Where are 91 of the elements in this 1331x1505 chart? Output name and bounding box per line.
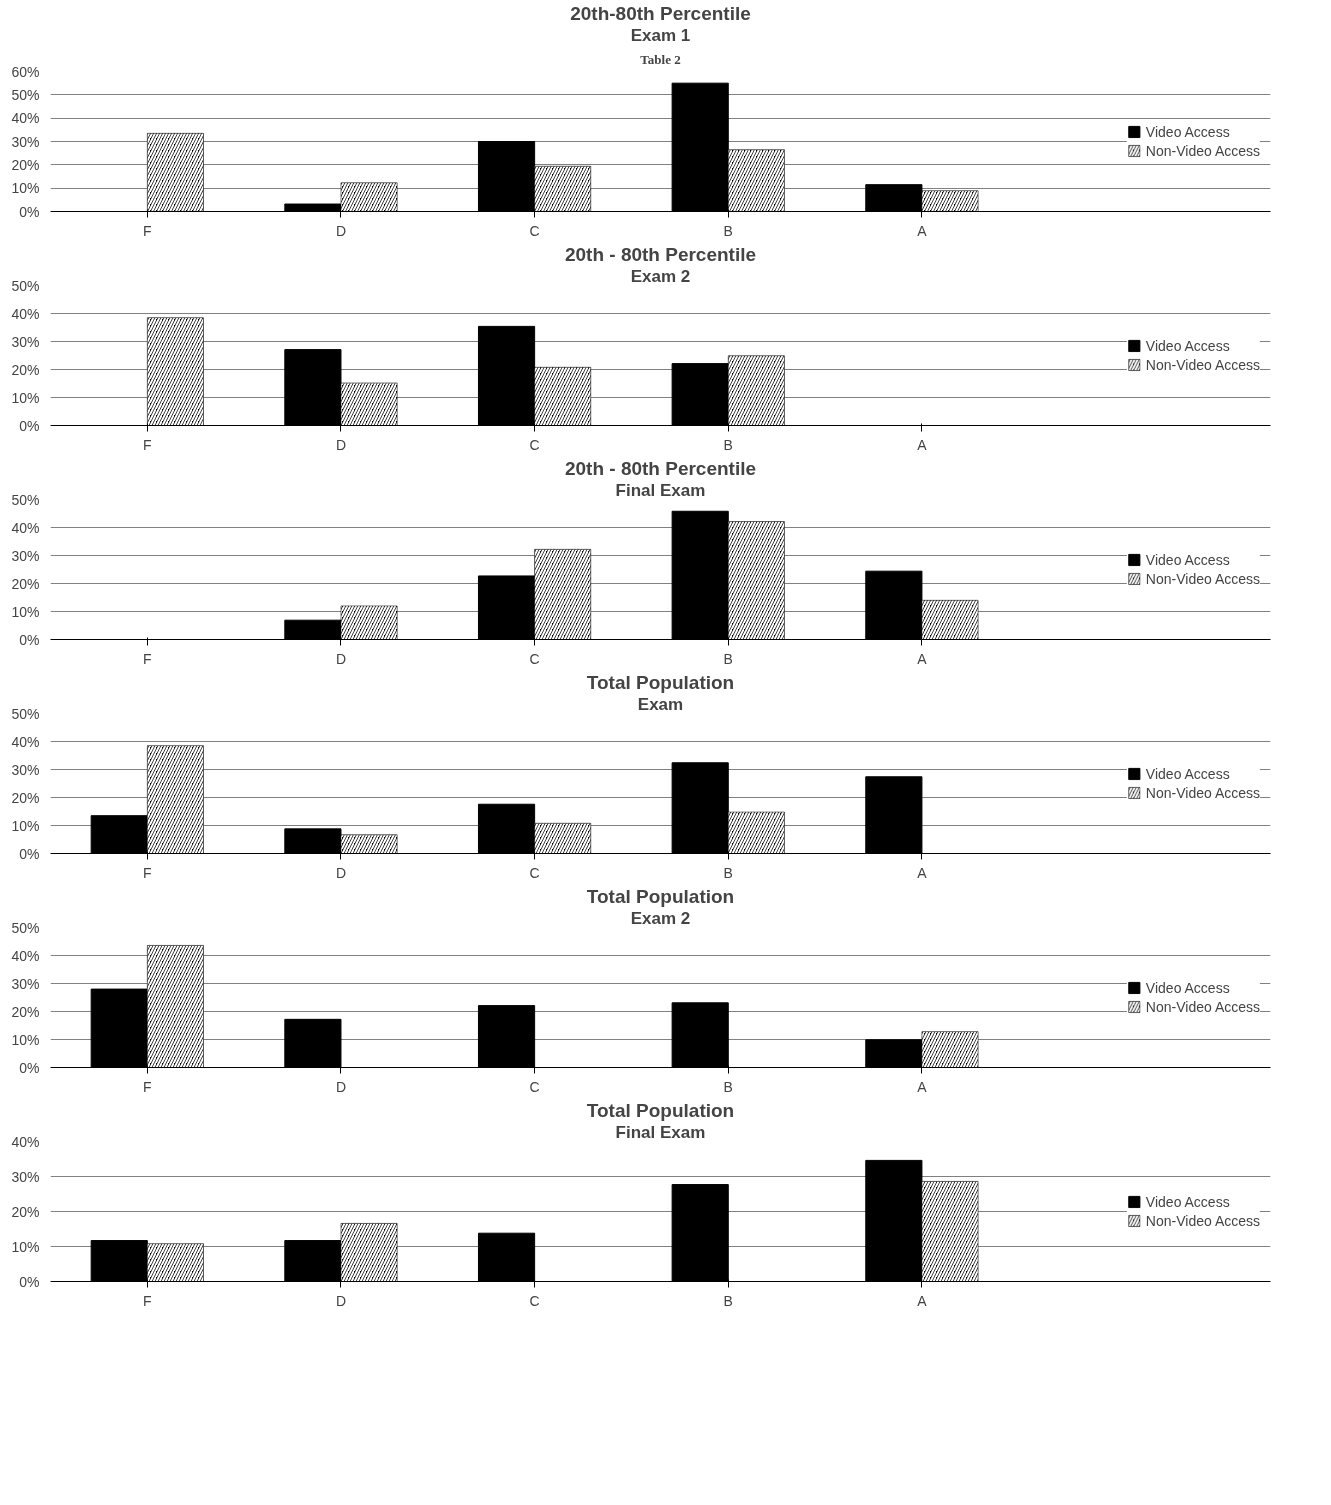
legend-label: Video Access <box>1145 551 1230 568</box>
y-tick-label: 40% <box>11 305 40 322</box>
x-tick-label: A <box>917 864 928 881</box>
y-tick-label: 30% <box>11 547 40 564</box>
y-tick-label: 10% <box>11 1238 40 1255</box>
y-tick-label: 20% <box>11 575 40 592</box>
chart-title: Total Population <box>586 1099 735 1121</box>
chart-title: 20th - 80th Percentile <box>564 457 757 479</box>
y-tick-label: 10% <box>11 603 40 620</box>
y-tick-label: 0% <box>19 631 40 648</box>
legend-label: Non-Video Access <box>1145 356 1260 373</box>
chart-title: 20th-80th Percentile <box>570 2 751 24</box>
y-tick-label: 20% <box>11 361 40 378</box>
x-tick-label: F <box>143 436 152 453</box>
y-tick-label: 30% <box>11 975 40 992</box>
chart-title: 20th - 80th Percentile <box>564 243 757 265</box>
legend-label: Video Access <box>1145 123 1230 140</box>
y-tick-label: 40% <box>11 110 40 127</box>
y-tick-label: 40% <box>11 733 40 750</box>
y-tick-label: 0% <box>19 203 40 220</box>
y-tick-label: 40% <box>11 1133 40 1150</box>
x-tick-label: C <box>529 650 540 667</box>
x-tick-label: D <box>335 1292 347 1309</box>
x-tick-label: B <box>723 1292 733 1309</box>
chart-title: Total Population <box>586 885 735 907</box>
x-tick-label: F <box>143 864 152 881</box>
x-tick-label: D <box>335 1078 347 1095</box>
x-tick-label: D <box>335 436 347 453</box>
y-tick-label: 10% <box>11 1031 40 1048</box>
x-tick-label: B <box>723 1078 733 1095</box>
legend-label: Non-Video Access <box>1145 142 1260 159</box>
y-tick-label: 20% <box>11 789 40 806</box>
y-tick-label: 10% <box>11 389 40 406</box>
x-tick-label: D <box>335 864 347 881</box>
y-tick-label: 0% <box>19 1273 40 1290</box>
y-tick-label: 10% <box>11 817 40 834</box>
legend-label: Non-Video Access <box>1145 998 1260 1015</box>
y-tick-label: 50% <box>11 277 40 294</box>
x-tick-label: A <box>917 1078 928 1095</box>
y-tick-label: 40% <box>11 947 40 964</box>
y-tick-label: 30% <box>11 1168 40 1185</box>
x-tick-label: C <box>529 864 540 881</box>
x-tick-label: B <box>723 864 733 881</box>
y-tick-label: 0% <box>19 417 40 434</box>
x-tick-label: B <box>723 650 733 667</box>
chart-subtitle: Exam 2 <box>630 908 691 928</box>
x-tick-label: A <box>917 222 928 239</box>
legend-label: Non-Video Access <box>1145 570 1260 587</box>
chart-subtitle: Exam 2 <box>630 266 691 286</box>
x-tick-label: D <box>335 222 347 239</box>
x-tick-label: A <box>917 650 928 667</box>
y-tick-label: 50% <box>11 919 40 936</box>
x-tick-label: A <box>917 436 928 453</box>
y-tick-label: 30% <box>11 761 40 778</box>
x-tick-label: B <box>723 436 733 453</box>
legend-label: Video Access <box>1145 337 1230 354</box>
x-tick-label: F <box>143 650 152 667</box>
legend-label: Video Access <box>1145 765 1230 782</box>
caption: Table 2 <box>640 51 681 67</box>
legend-label: Non-Video Access <box>1145 784 1260 801</box>
y-tick-label: 0% <box>19 845 40 862</box>
y-tick-label: 50% <box>11 705 40 722</box>
y-tick-label: 30% <box>11 333 40 350</box>
chart-subtitle: Final Exam <box>615 480 706 500</box>
y-tick-label: 0% <box>19 1059 40 1076</box>
chart-subtitle: Exam 1 <box>630 25 691 45</box>
x-tick-label: C <box>529 1078 540 1095</box>
y-tick-label: 30% <box>11 133 40 150</box>
x-tick-label: F <box>143 222 152 239</box>
y-tick-label: 10% <box>11 180 40 197</box>
x-tick-label: D <box>335 650 347 667</box>
chart-title: Total Population <box>586 671 735 693</box>
x-tick-label: C <box>529 222 540 239</box>
x-tick-label: F <box>143 1078 152 1095</box>
y-tick-label: 50% <box>11 491 40 508</box>
x-tick-label: A <box>917 1292 928 1309</box>
y-tick-label: 20% <box>11 1203 40 1220</box>
legend-label: Video Access <box>1145 979 1230 996</box>
y-tick-label: 40% <box>11 519 40 536</box>
legend-label: Non-Video Access <box>1145 1212 1260 1229</box>
legend-label: Video Access <box>1145 1193 1230 1210</box>
y-tick-label: 20% <box>11 1003 40 1020</box>
y-tick-label: 20% <box>11 156 40 173</box>
y-tick-label: 50% <box>11 86 40 103</box>
x-tick-label: F <box>143 1292 152 1309</box>
x-tick-label: C <box>529 436 540 453</box>
x-tick-label: B <box>723 222 733 239</box>
chart-subtitle: Final Exam <box>615 1122 706 1142</box>
chart-subtitle: Exam <box>637 694 684 714</box>
x-tick-label: C <box>529 1292 540 1309</box>
y-tick-label: 60% <box>11 63 40 80</box>
